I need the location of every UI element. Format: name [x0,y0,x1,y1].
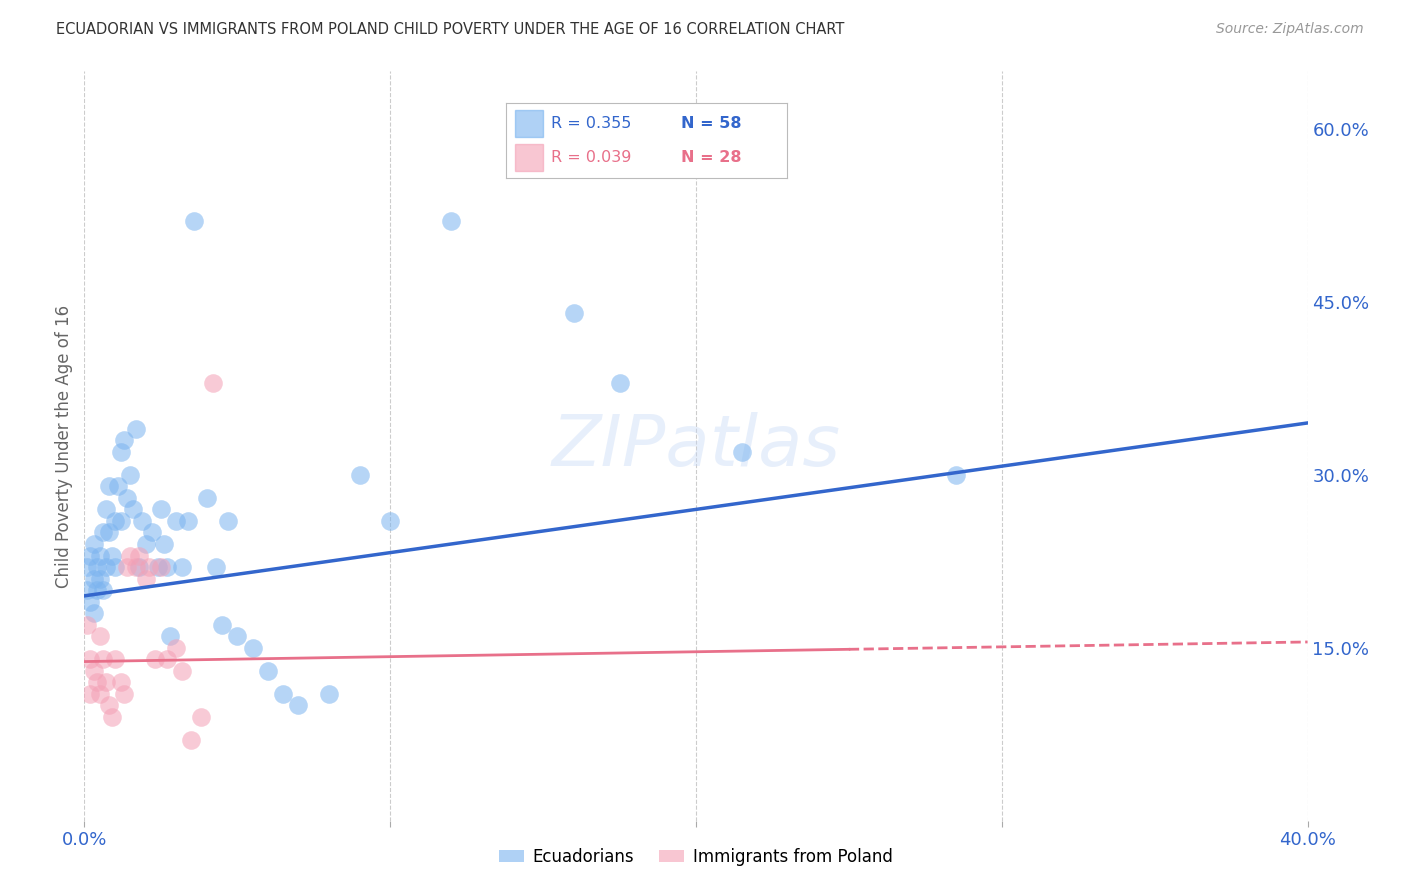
Text: ZIPatlas: ZIPatlas [551,411,841,481]
Point [201,376,224,390]
Point [125,422,148,436]
Point [183,214,205,228]
Point [131,514,153,528]
Point [86,675,108,690]
Point [195,491,218,505]
Point [79,652,101,666]
Point [91,525,114,540]
Point [143,652,166,666]
Point [172,560,194,574]
Point [101,549,124,563]
Point [83,537,105,551]
Bar [515,111,543,137]
Point [146,560,169,574]
Point [731,444,754,458]
Point [172,664,194,678]
Point [122,502,145,516]
Point [609,376,631,390]
Point [562,306,585,320]
Point [153,537,176,551]
Point [83,664,105,678]
Point [76,583,98,598]
Text: Source: ZipAtlas.com: Source: ZipAtlas.com [1216,22,1364,37]
Text: R = 0.355: R = 0.355 [551,116,631,131]
Point [115,491,138,505]
Point [79,687,101,701]
Point [89,687,111,701]
Text: N = 28: N = 28 [681,150,741,165]
Point [128,549,150,563]
Point [149,560,172,574]
Point [86,560,108,574]
Point [138,560,160,574]
Point [112,434,135,448]
Point [226,629,249,643]
Point [257,664,280,678]
Text: N = 58: N = 58 [681,116,741,131]
Point [86,583,108,598]
Point [110,514,132,528]
Y-axis label: Child Poverty Under the Age of 16: Child Poverty Under the Age of 16 [55,304,73,588]
Point [156,652,179,666]
Point [94,560,117,574]
Point [135,572,157,586]
Point [217,514,239,528]
Point [177,514,200,528]
Point [112,687,135,701]
Point [104,514,127,528]
Point [97,525,120,540]
Point [83,606,105,620]
Point [91,652,114,666]
Point [94,502,117,516]
Point [97,479,120,493]
Point [97,698,120,713]
Point [190,710,212,724]
Point [242,640,264,655]
Point [165,640,187,655]
Point [945,467,967,482]
Text: R = 0.039: R = 0.039 [551,150,631,165]
Point [159,629,181,643]
Point [440,214,463,228]
Point [101,710,124,724]
Point [318,687,340,701]
Point [156,560,179,574]
Point [104,560,127,574]
Point [110,444,132,458]
Point [149,502,172,516]
Bar [515,144,543,171]
Point [287,698,309,713]
Point [79,549,101,563]
Point [135,537,157,551]
Point [94,675,117,690]
Point [89,572,111,586]
Point [89,629,111,643]
Point [91,583,114,598]
Point [211,617,233,632]
Point [76,617,98,632]
Point [271,687,294,701]
Point [104,652,127,666]
Point [120,549,142,563]
Point [349,467,371,482]
Point [125,560,148,574]
Point [141,525,163,540]
Point [120,467,142,482]
Point [110,675,132,690]
Point [115,560,138,574]
Point [205,560,228,574]
Legend: Ecuadorians, Immigrants from Poland: Ecuadorians, Immigrants from Poland [492,841,900,872]
Point [79,594,101,608]
Point [180,733,202,747]
Point [83,572,105,586]
Point [107,479,129,493]
Point [380,514,402,528]
Point [128,560,150,574]
Text: ECUADORIAN VS IMMIGRANTS FROM POLAND CHILD POVERTY UNDER THE AGE OF 16 CORRELATI: ECUADORIAN VS IMMIGRANTS FROM POLAND CHI… [56,22,845,37]
Point [76,560,98,574]
Point [165,514,187,528]
Point [89,549,111,563]
